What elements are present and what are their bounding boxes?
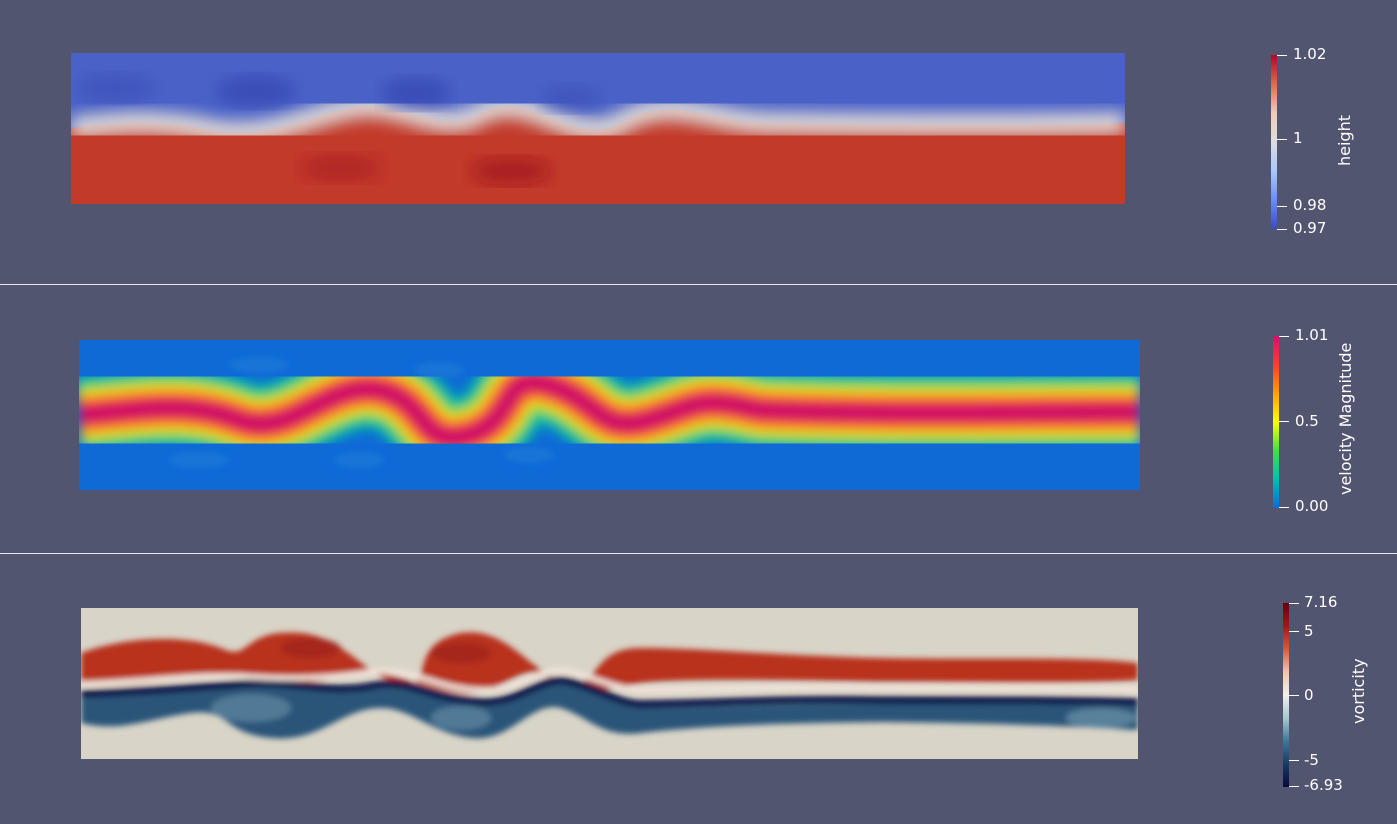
colorbar-tick-label: -5: [1304, 751, 1319, 769]
colorbar-tick-label: 0.97: [1293, 219, 1327, 237]
velocity-field-plot: [79, 340, 1140, 490]
colorbar-tick: [1289, 631, 1299, 632]
colorbar-tick: [1279, 421, 1289, 422]
colorbar-title: height: [1335, 115, 1354, 166]
colorbar-tick: [1277, 139, 1287, 140]
colorbar-tick: [1277, 206, 1287, 207]
velocity-panel: 1.01 0.5 0.00 velocity Magnitude: [0, 285, 1397, 553]
height-panel: 1.02 1 0.98 0.97 height: [0, 0, 1397, 284]
colorbar-tick-label: 0: [1304, 686, 1314, 704]
colorbar-tick-label: 1.02: [1293, 45, 1327, 63]
colorbar-tick-label: 7.16: [1304, 593, 1338, 611]
panel-divider: [0, 553, 1397, 554]
colorbar-tick-label: 0.00: [1295, 497, 1329, 515]
colorbar-tick-label: 1.01: [1295, 326, 1329, 344]
colorbar-tick-label: 0.98: [1293, 196, 1327, 214]
colorbar-tick: [1279, 336, 1289, 337]
colorbar-tick-label: -6.93: [1304, 776, 1343, 794]
vorticity-field-plot: [81, 608, 1138, 759]
colorbar-tick: [1289, 695, 1299, 696]
colorbar-title: velocity Magnitude: [1336, 342, 1355, 495]
height-field-plot: [71, 53, 1125, 204]
vorticity-colorbar: [1283, 603, 1289, 787]
velocity-colorbar: [1273, 336, 1279, 508]
panel-divider: [0, 284, 1397, 285]
colorbar-tick: [1279, 507, 1289, 508]
colorbar-tick-label: 0.5: [1295, 412, 1319, 430]
colorbar-tick: [1277, 55, 1287, 56]
colorbar-tick: [1289, 786, 1299, 787]
colorbar-tick: [1289, 760, 1299, 761]
colorbar-tick-label: 5: [1304, 622, 1314, 640]
colorbar-tick: [1277, 229, 1287, 230]
height-colorbar: [1271, 55, 1277, 229]
colorbar-tick-label: 1: [1293, 129, 1303, 147]
vorticity-panel: 7.16 5 0 -5 -6.93 vorticity: [0, 554, 1397, 824]
colorbar-tick: [1289, 603, 1299, 604]
colorbar-title: vorticity: [1349, 658, 1368, 724]
